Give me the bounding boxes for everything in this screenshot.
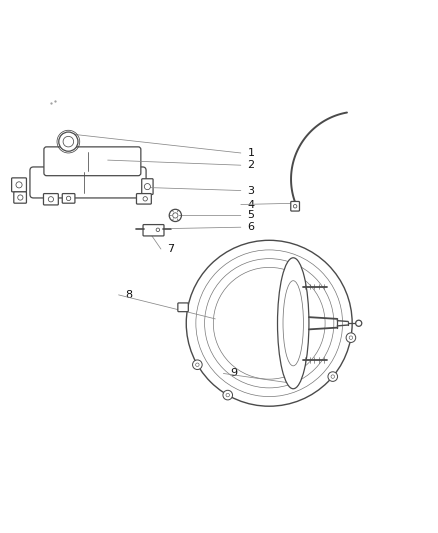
Circle shape [173,213,178,218]
Circle shape [205,259,334,388]
Ellipse shape [278,258,309,389]
Circle shape [196,250,343,397]
Circle shape [328,372,338,382]
Text: 9: 9 [230,368,237,378]
FancyBboxPatch shape [62,193,75,203]
FancyBboxPatch shape [14,192,26,203]
Text: 7: 7 [167,244,175,254]
Circle shape [223,390,233,400]
Circle shape [48,197,53,202]
Circle shape [63,136,74,147]
Circle shape [18,195,23,200]
Circle shape [331,375,335,378]
Text: 3: 3 [247,185,254,196]
Circle shape [356,320,362,326]
Circle shape [156,228,159,231]
Circle shape [196,363,199,367]
Circle shape [145,183,150,190]
Text: 5: 5 [247,211,254,221]
Text: 1: 1 [247,148,254,158]
FancyBboxPatch shape [137,193,151,204]
Ellipse shape [283,281,304,366]
Circle shape [16,182,22,188]
Circle shape [169,209,181,222]
Circle shape [226,393,230,397]
FancyBboxPatch shape [142,179,153,195]
Circle shape [143,197,148,201]
FancyBboxPatch shape [143,224,164,236]
Text: 4: 4 [247,199,254,209]
FancyBboxPatch shape [12,178,26,192]
Text: 2: 2 [247,160,254,170]
Circle shape [349,336,353,340]
FancyBboxPatch shape [43,193,58,205]
FancyBboxPatch shape [178,303,188,312]
Circle shape [186,240,352,406]
FancyBboxPatch shape [291,201,300,211]
Circle shape [193,360,202,369]
Circle shape [293,205,297,208]
Circle shape [346,333,356,343]
Text: 6: 6 [247,222,254,232]
Circle shape [59,132,78,151]
Circle shape [67,196,71,200]
FancyBboxPatch shape [30,167,146,198]
Text: 8: 8 [125,290,132,300]
FancyBboxPatch shape [44,147,141,176]
Circle shape [213,268,325,379]
